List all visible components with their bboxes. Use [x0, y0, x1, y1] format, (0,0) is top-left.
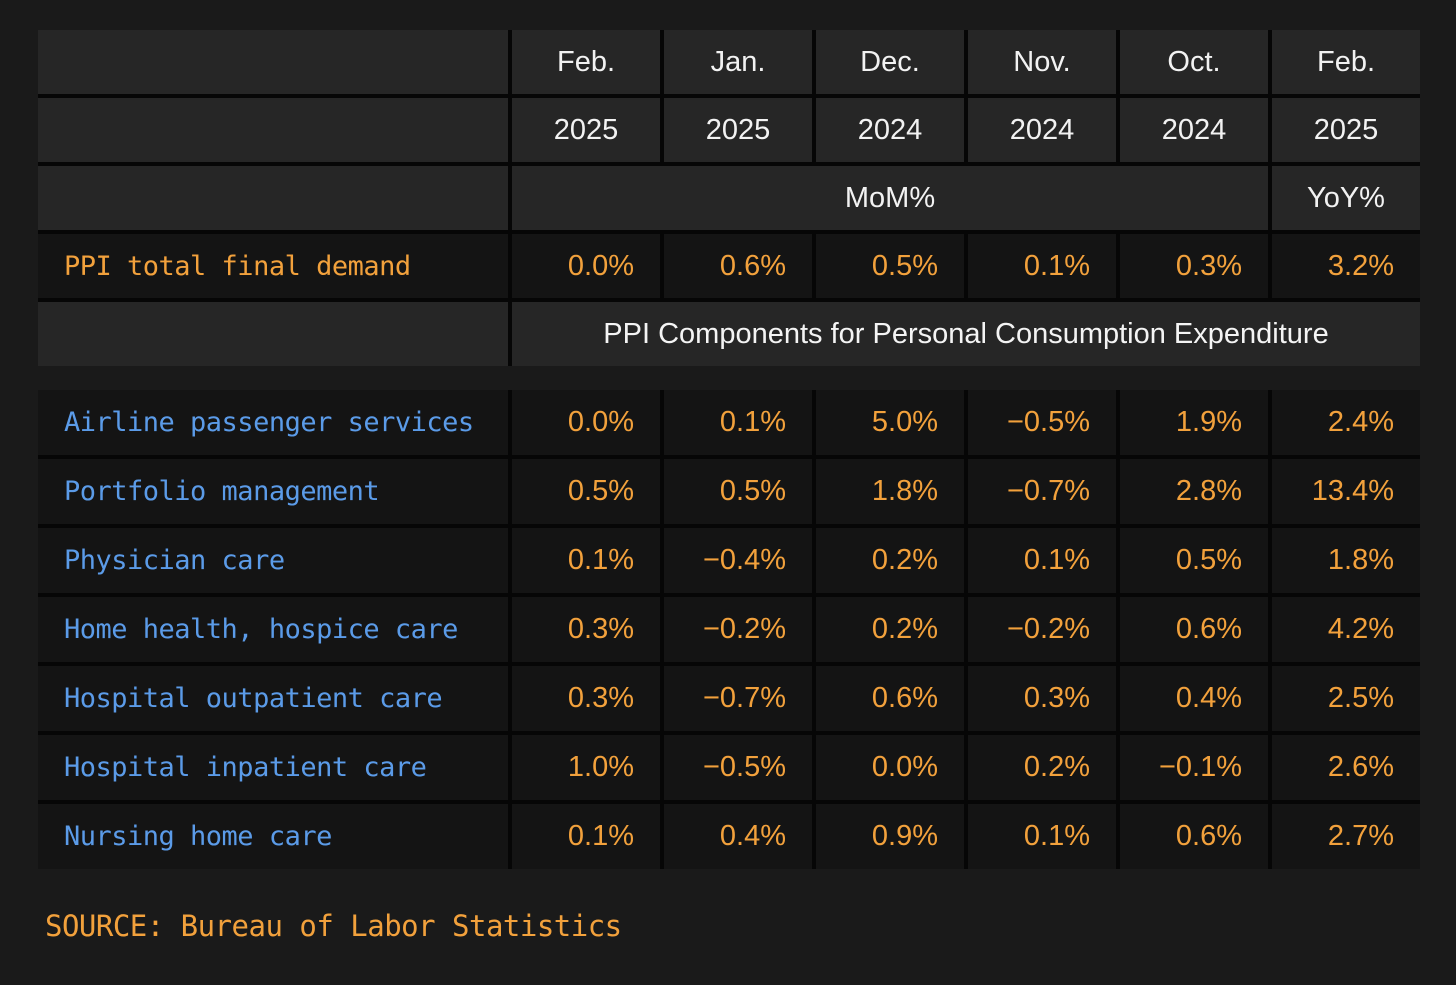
yoy-header: YoY% — [1272, 166, 1420, 230]
section-gap — [38, 366, 1420, 390]
value-cell: 2.8% — [1120, 459, 1268, 524]
value-cell: 0.1% — [968, 234, 1116, 298]
col-header-year: 2025 — [664, 98, 812, 162]
value-cell: 0.0% — [512, 390, 660, 455]
value-cell: 0.6% — [1120, 597, 1268, 662]
value-cell: 0.4% — [664, 804, 812, 869]
col-header-month: Oct. — [1120, 30, 1268, 94]
ppi-summary-table: Feb. Jan. Dec. Nov. Oct. Feb. 2025 2025 … — [38, 30, 1420, 366]
value-cell: 0.1% — [664, 390, 812, 455]
value-cell: 1.9% — [1120, 390, 1268, 455]
value-cell: 0.6% — [664, 234, 812, 298]
value-cell: 5.0% — [816, 390, 964, 455]
value-cell: 0.9% — [816, 804, 964, 869]
value-cell: −0.2% — [664, 597, 812, 662]
value-cell: 0.6% — [816, 666, 964, 731]
value-cell: 0.5% — [512, 459, 660, 524]
value-cell: 1.0% — [512, 735, 660, 800]
value-cell: 0.4% — [1120, 666, 1268, 731]
value-cell: 0.5% — [1120, 528, 1268, 593]
value-cell: 0.5% — [664, 459, 812, 524]
value-cell: −0.2% — [968, 597, 1116, 662]
value-cell: −0.1% — [1120, 735, 1268, 800]
value-cell: 3.2% — [1272, 234, 1420, 298]
value-cell: 4.2% — [1272, 597, 1420, 662]
row-label: Nursing home care — [38, 804, 508, 869]
section-header: PPI Components for Personal Consumption … — [512, 302, 1420, 366]
value-cell: −0.5% — [664, 735, 812, 800]
ppi-components-table: Airline passenger services 0.0% 0.1% 5.0… — [38, 390, 1420, 869]
value-cell: 1.8% — [1272, 528, 1420, 593]
value-cell: 0.1% — [512, 804, 660, 869]
col-header-year: 2025 — [1272, 98, 1420, 162]
value-cell: 0.3% — [968, 666, 1116, 731]
row-label: Airline passenger services — [38, 390, 508, 455]
value-cell: 0.0% — [512, 234, 660, 298]
value-cell: −0.7% — [664, 666, 812, 731]
value-cell: 0.0% — [816, 735, 964, 800]
value-cell: 2.4% — [1272, 390, 1420, 455]
value-cell: 0.6% — [1120, 804, 1268, 869]
value-cell: −0.5% — [968, 390, 1116, 455]
row-label: Home health, hospice care — [38, 597, 508, 662]
mom-header: MoM% — [512, 166, 1268, 230]
value-cell: 0.2% — [816, 597, 964, 662]
col-header-year: 2024 — [968, 98, 1116, 162]
row-label-ppi-total: PPI total final demand — [38, 234, 508, 298]
header-corner-cell — [38, 30, 508, 94]
row-label: Hospital outpatient care — [38, 666, 508, 731]
col-header-month: Jan. — [664, 30, 812, 94]
value-cell: 2.7% — [1272, 804, 1420, 869]
col-header-month: Feb. — [512, 30, 660, 94]
value-cell: 1.8% — [816, 459, 964, 524]
section-header-spacer-cell — [38, 302, 508, 366]
value-cell: 0.1% — [968, 528, 1116, 593]
row-label: Portfolio management — [38, 459, 508, 524]
value-cell: 0.5% — [816, 234, 964, 298]
row-label: Hospital inpatient care — [38, 735, 508, 800]
row-label: Physician care — [38, 528, 508, 593]
col-header-month: Feb. — [1272, 30, 1420, 94]
header-corner-cell — [38, 166, 508, 230]
col-header-month: Dec. — [816, 30, 964, 94]
value-cell: −0.7% — [968, 459, 1116, 524]
col-header-year: 2024 — [816, 98, 964, 162]
value-cell: 0.2% — [816, 528, 964, 593]
value-cell: 2.6% — [1272, 735, 1420, 800]
value-cell: 0.3% — [512, 666, 660, 731]
header-corner-cell — [38, 98, 508, 162]
value-cell: 0.1% — [968, 804, 1116, 869]
col-header-year: 2025 — [512, 98, 660, 162]
value-cell: 0.3% — [512, 597, 660, 662]
source-attribution: SOURCE: Bureau of Labor Statistics — [45, 909, 622, 943]
value-cell: 13.4% — [1272, 459, 1420, 524]
col-header-year: 2024 — [1120, 98, 1268, 162]
value-cell: 0.2% — [968, 735, 1116, 800]
value-cell: 0.1% — [512, 528, 660, 593]
value-cell: 0.3% — [1120, 234, 1268, 298]
value-cell: −0.4% — [664, 528, 812, 593]
col-header-month: Nov. — [968, 30, 1116, 94]
value-cell: 2.5% — [1272, 666, 1420, 731]
